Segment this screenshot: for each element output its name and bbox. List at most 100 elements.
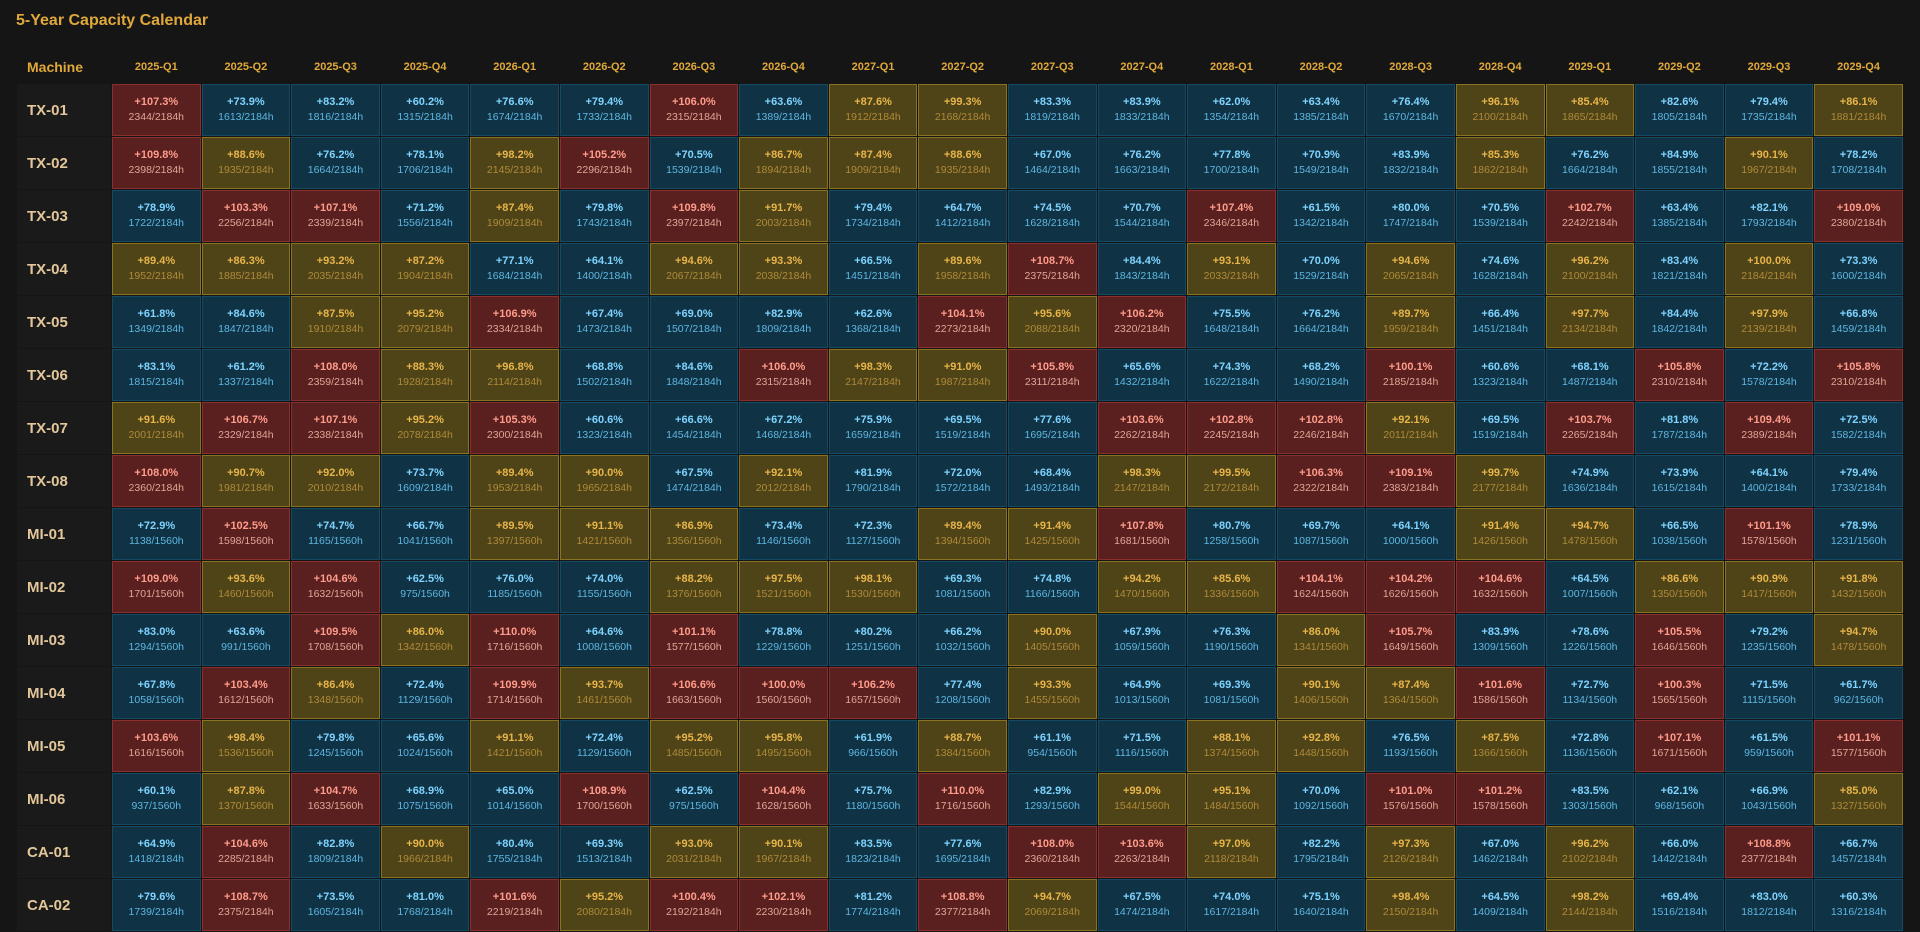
capacity-cell[interactable]: +81.2% 1774/2184h xyxy=(828,879,918,931)
capacity-cell[interactable]: +76.6% 1674/2184h xyxy=(470,84,559,136)
capacity-cell[interactable]: +83.0% 1812/2184h xyxy=(1724,879,1814,931)
capacity-cell[interactable]: +104.2% 1626/1560h xyxy=(1366,561,1455,613)
capacity-cell[interactable]: +108.8% 2377/2184h xyxy=(918,879,1007,931)
capacity-cell[interactable]: +83.2% 1816/2184h xyxy=(291,84,380,136)
capacity-cell[interactable]: +83.9% 1832/2184h xyxy=(1366,137,1455,189)
capacity-cell[interactable]: +78.9% 1722/2184h xyxy=(112,190,201,242)
capacity-cell[interactable]: +104.7% 1633/1560h xyxy=(291,773,380,825)
capacity-cell[interactable]: +72.5% 1582/2184h xyxy=(1814,402,1903,454)
capacity-cell[interactable]: +109.5% 1708/1560h xyxy=(291,614,380,666)
capacity-cell[interactable]: +67.9% 1059/1560h xyxy=(1097,614,1187,666)
capacity-cell[interactable]: +82.9% 1809/2184h xyxy=(739,296,828,348)
capacity-cell[interactable]: +89.4% 1394/1560h xyxy=(918,508,1007,560)
capacity-cell[interactable]: +102.8% 2246/2184h xyxy=(1276,402,1366,454)
capacity-cell[interactable]: +64.6% 1008/1560h xyxy=(559,614,649,666)
capacity-cell[interactable]: +68.2% 1490/2184h xyxy=(1276,349,1366,401)
capacity-cell[interactable]: +89.7% 1959/2184h xyxy=(1366,296,1455,348)
capacity-cell[interactable]: +106.3% 2322/2184h xyxy=(1276,455,1366,507)
capacity-cell[interactable]: +67.0% 1462/2184h xyxy=(1455,826,1545,878)
capacity-cell[interactable]: +103.4% 1612/1560h xyxy=(201,667,291,719)
capacity-cell[interactable]: +74.0% 1617/2184h xyxy=(1187,879,1276,931)
capacity-cell[interactable]: +76.2% 1664/2184h xyxy=(1545,137,1635,189)
capacity-cell[interactable]: +83.1% 1815/2184h xyxy=(112,349,201,401)
capacity-cell[interactable]: +90.7% 1981/2184h xyxy=(201,455,291,507)
capacity-cell[interactable]: +93.6% 1460/1560h xyxy=(201,561,291,613)
capacity-cell[interactable]: +90.1% 1967/2184h xyxy=(739,826,828,878)
capacity-cell[interactable]: +67.5% 1474/2184h xyxy=(1097,879,1187,931)
capacity-cell[interactable]: +101.1% 1577/1560h xyxy=(1814,720,1903,772)
capacity-cell[interactable]: +81.0% 1768/2184h xyxy=(380,879,470,931)
capacity-cell[interactable]: +84.4% 1843/2184h xyxy=(1097,243,1187,295)
capacity-cell[interactable]: +99.5% 2172/2184h xyxy=(1187,455,1276,507)
capacity-cell[interactable]: +90.9% 1417/1560h xyxy=(1724,561,1814,613)
capacity-cell[interactable]: +108.8% 2377/2184h xyxy=(1724,826,1814,878)
capacity-cell[interactable]: +105.8% 2310/2184h xyxy=(1635,349,1724,401)
capacity-cell[interactable]: +90.1% 1967/2184h xyxy=(1724,137,1814,189)
capacity-cell[interactable]: +86.1% 1881/2184h xyxy=(1814,84,1903,136)
capacity-cell[interactable]: +95.1% 1484/1560h xyxy=(1187,773,1276,825)
capacity-cell[interactable]: +88.7% 1384/1560h xyxy=(918,720,1007,772)
capacity-cell[interactable]: +90.0% 1966/2184h xyxy=(380,826,470,878)
capacity-cell[interactable]: +99.7% 2177/2184h xyxy=(1455,455,1545,507)
capacity-cell[interactable]: +94.7% 1478/1560h xyxy=(1545,508,1635,560)
capacity-cell[interactable]: +69.3% 1081/1560h xyxy=(918,561,1007,613)
capacity-cell[interactable]: +99.0% 1544/1560h xyxy=(1097,773,1187,825)
capacity-cell[interactable]: +76.3% 1190/1560h xyxy=(1187,614,1276,666)
capacity-cell[interactable]: +108.0% 2359/2184h xyxy=(291,349,380,401)
capacity-cell[interactable]: +82.2% 1795/2184h xyxy=(1276,826,1366,878)
capacity-cell[interactable]: +77.4% 1208/1560h xyxy=(918,667,1007,719)
capacity-cell[interactable]: +109.9% 1714/1560h xyxy=(470,667,559,719)
capacity-cell[interactable]: +77.6% 1695/2184h xyxy=(1007,402,1097,454)
capacity-cell[interactable]: +66.6% 1454/2184h xyxy=(649,402,739,454)
capacity-cell[interactable]: +108.0% 2360/2184h xyxy=(1007,826,1097,878)
capacity-cell[interactable]: +95.8% 1495/1560h xyxy=(739,720,828,772)
capacity-cell[interactable]: +67.2% 1468/2184h xyxy=(739,402,828,454)
capacity-cell[interactable]: +78.2% 1708/2184h xyxy=(1814,137,1903,189)
capacity-cell[interactable]: +81.8% 1787/2184h xyxy=(1635,402,1724,454)
capacity-cell[interactable]: +91.1% 1421/1560h xyxy=(470,720,559,772)
capacity-cell[interactable]: +72.4% 1129/1560h xyxy=(559,720,649,772)
capacity-cell[interactable]: +105.5% 1646/1560h xyxy=(1635,614,1724,666)
capacity-cell[interactable]: +88.1% 1374/1560h xyxy=(1187,720,1276,772)
capacity-cell[interactable]: +69.5% 1519/2184h xyxy=(1455,402,1545,454)
capacity-cell[interactable]: +87.4% 1909/2184h xyxy=(470,190,559,242)
capacity-cell[interactable]: +89.6% 1958/2184h xyxy=(918,243,1007,295)
capacity-cell[interactable]: +62.6% 1368/2184h xyxy=(828,296,918,348)
capacity-cell[interactable]: +71.5% 1115/1560h xyxy=(1724,667,1814,719)
capacity-cell[interactable]: +64.5% 1007/1560h xyxy=(1545,561,1635,613)
capacity-cell[interactable]: +80.0% 1747/2184h xyxy=(1366,190,1455,242)
capacity-cell[interactable]: +78.6% 1226/1560h xyxy=(1545,614,1635,666)
capacity-cell[interactable]: +65.0% 1014/1560h xyxy=(470,773,559,825)
capacity-cell[interactable]: +93.3% 2038/2184h xyxy=(739,243,828,295)
capacity-cell[interactable]: +85.6% 1336/1560h xyxy=(1187,561,1276,613)
capacity-cell[interactable]: +89.4% 1953/2184h xyxy=(470,455,559,507)
capacity-cell[interactable]: +60.2% 1315/2184h xyxy=(380,84,470,136)
capacity-cell[interactable]: +72.4% 1129/1560h xyxy=(380,667,470,719)
capacity-cell[interactable]: +65.6% 1024/1560h xyxy=(380,720,470,772)
capacity-cell[interactable]: +109.0% 1701/1560h xyxy=(112,561,201,613)
capacity-cell[interactable]: +61.5% 1342/2184h xyxy=(1276,190,1366,242)
capacity-cell[interactable]: +106.2% 2320/2184h xyxy=(1097,296,1187,348)
capacity-cell[interactable]: +73.5% 1605/2184h xyxy=(291,879,380,931)
capacity-cell[interactable]: +91.4% 1426/1560h xyxy=(1455,508,1545,560)
capacity-cell[interactable]: +102.5% 1598/1560h xyxy=(201,508,291,560)
capacity-cell[interactable]: +107.1% 2339/2184h xyxy=(291,190,380,242)
capacity-cell[interactable]: +83.9% 1833/2184h xyxy=(1097,84,1187,136)
capacity-cell[interactable]: +93.1% 2033/2184h xyxy=(1187,243,1276,295)
capacity-cell[interactable]: +66.7% 1041/1560h xyxy=(380,508,470,560)
capacity-cell[interactable]: +84.4% 1842/2184h xyxy=(1635,296,1724,348)
capacity-cell[interactable]: +105.8% 2311/2184h xyxy=(1007,349,1097,401)
capacity-cell[interactable]: +74.6% 1628/2184h xyxy=(1455,243,1545,295)
capacity-cell[interactable]: +68.4% 1493/2184h xyxy=(1007,455,1097,507)
capacity-cell[interactable]: +97.5% 1521/1560h xyxy=(739,561,828,613)
capacity-cell[interactable]: +102.1% 2230/2184h xyxy=(739,879,828,931)
capacity-cell[interactable]: +105.8% 2310/2184h xyxy=(1814,349,1903,401)
capacity-cell[interactable]: +78.1% 1706/2184h xyxy=(380,137,470,189)
capacity-cell[interactable]: +66.2% 1032/1560h xyxy=(918,614,1007,666)
capacity-cell[interactable]: +108.7% 2375/2184h xyxy=(1007,243,1097,295)
capacity-cell[interactable]: +68.9% 1075/1560h xyxy=(380,773,470,825)
capacity-cell[interactable]: +77.6% 1695/2184h xyxy=(918,826,1007,878)
capacity-cell[interactable]: +108.0% 2360/2184h xyxy=(112,455,201,507)
capacity-cell[interactable]: +87.6% 1912/2184h xyxy=(828,84,918,136)
capacity-cell[interactable]: +98.4% 1536/1560h xyxy=(201,720,291,772)
